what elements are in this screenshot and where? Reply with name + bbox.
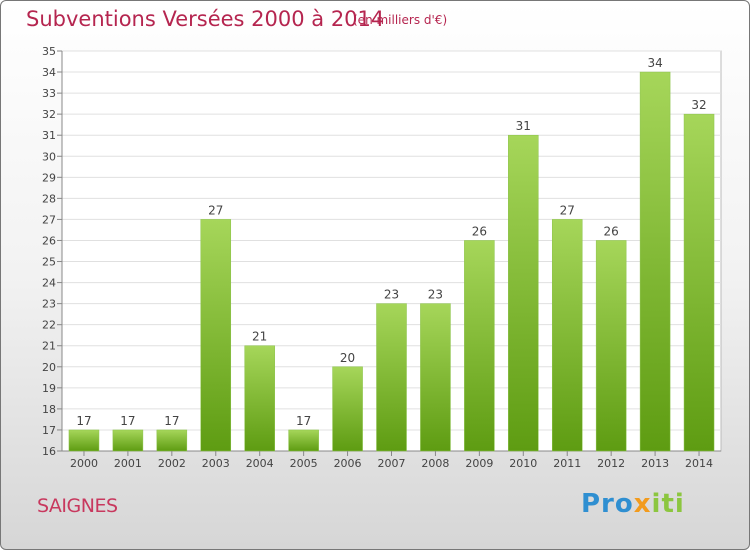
chart-subtitle: (en milliers d'€) xyxy=(353,13,448,27)
y-tick-label: 19 xyxy=(42,382,56,395)
bar xyxy=(332,366,363,452)
x-tick-label: 2003 xyxy=(202,457,230,470)
y-tick-label: 22 xyxy=(42,319,56,332)
y-tick-label: 24 xyxy=(42,277,56,290)
y-tick-label: 28 xyxy=(42,192,56,205)
bar-value-label: 23 xyxy=(384,288,399,302)
y-tick-label: 34 xyxy=(42,66,56,79)
y-tick-label: 25 xyxy=(42,256,56,269)
bar xyxy=(595,240,627,452)
x-tick-label: 2004 xyxy=(246,457,274,470)
bar xyxy=(551,219,583,452)
y-tick-label: 26 xyxy=(42,234,56,247)
bar xyxy=(464,240,495,452)
bar-value-label: 31 xyxy=(516,119,531,133)
bar xyxy=(376,303,407,452)
bar-value-label: 26 xyxy=(604,224,619,238)
x-tick-label: 2013 xyxy=(641,457,669,470)
y-tick-label: 30 xyxy=(42,150,56,163)
y-tick-label: 31 xyxy=(42,129,56,142)
x-tick-label: 2012 xyxy=(597,457,625,470)
bar-value-label: 20 xyxy=(340,351,355,365)
x-tick-label: 2009 xyxy=(465,457,493,470)
bar xyxy=(244,345,275,452)
bar-value-label: 21 xyxy=(252,330,267,344)
x-tick-label: 2005 xyxy=(290,457,318,470)
y-tick-label: 29 xyxy=(42,171,56,184)
y-tick-label: 16 xyxy=(42,445,56,458)
bar xyxy=(68,429,100,452)
bar-value-label: 34 xyxy=(647,56,662,70)
x-tick-label: 2000 xyxy=(70,457,98,470)
y-tick-label: 21 xyxy=(42,340,56,353)
bar-value-label: 26 xyxy=(472,224,487,238)
y-tick-label: 27 xyxy=(42,213,56,226)
bar xyxy=(112,429,144,452)
bar xyxy=(420,303,451,452)
y-tick-label: 18 xyxy=(42,403,56,416)
y-tick-label: 20 xyxy=(42,361,56,374)
bar xyxy=(508,134,539,452)
bar xyxy=(288,429,319,452)
chart-title: Subventions Versées 2000 à 2014 xyxy=(26,7,385,31)
x-tick-label: 2010 xyxy=(509,457,537,470)
location-label: SAIGNES xyxy=(37,495,118,517)
bar-value-label: 17 xyxy=(164,414,179,428)
y-tick-label: 35 xyxy=(42,45,56,58)
bar-value-label: 17 xyxy=(120,414,135,428)
y-tick-label: 23 xyxy=(42,298,56,311)
bar-value-label: 32 xyxy=(691,98,706,112)
bar-value-label: 27 xyxy=(208,203,223,217)
x-tick-label: 2007 xyxy=(378,457,406,470)
bar-value-label: 17 xyxy=(76,414,91,428)
x-tick-label: 2006 xyxy=(334,457,362,470)
bar xyxy=(156,429,188,452)
bar xyxy=(683,113,715,452)
x-tick-label: 2001 xyxy=(114,457,142,470)
bar-value-label: 27 xyxy=(560,203,575,217)
y-tick-label: 32 xyxy=(42,108,56,121)
bar xyxy=(200,219,232,452)
proxiti-logo: Proxiti xyxy=(581,489,685,519)
bar-value-label: 17 xyxy=(296,414,311,428)
x-tick-label: 2008 xyxy=(421,457,449,470)
x-tick-label: 2002 xyxy=(158,457,186,470)
y-tick-label: 33 xyxy=(42,87,56,100)
x-tick-label: 2014 xyxy=(685,457,713,470)
x-tick-label: 2011 xyxy=(553,457,581,470)
bar-value-label: 23 xyxy=(428,288,443,302)
bar xyxy=(639,71,671,452)
y-tick-label: 17 xyxy=(42,424,56,437)
